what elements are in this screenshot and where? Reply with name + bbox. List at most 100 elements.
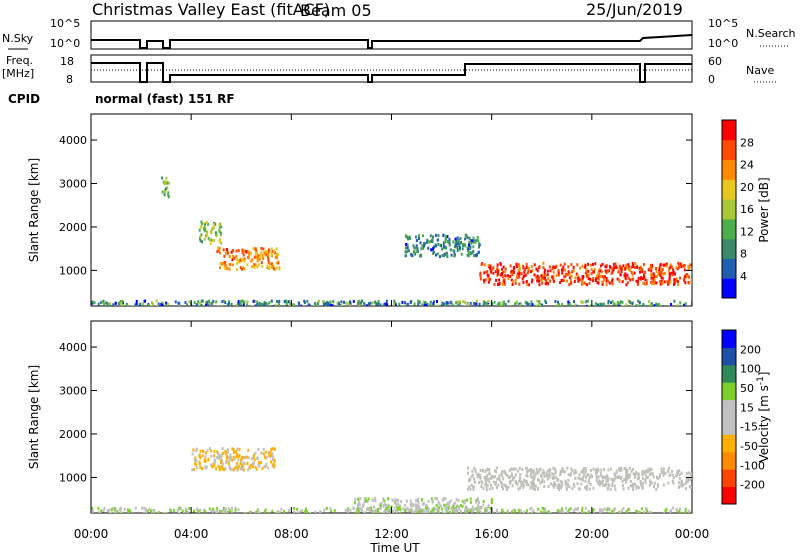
power-cell bbox=[630, 304, 633, 306]
velocity-cell bbox=[449, 499, 452, 503]
velocity-cell bbox=[446, 507, 449, 511]
velocity-cell bbox=[218, 454, 221, 457]
velocity-cell bbox=[469, 509, 472, 513]
velocity-cell bbox=[641, 486, 644, 490]
velocity-cell bbox=[544, 507, 547, 511]
power-cell bbox=[556, 304, 559, 306]
velocity-cell bbox=[418, 505, 421, 509]
power-cell bbox=[135, 299, 138, 303]
velocity-cell bbox=[617, 476, 620, 479]
velocity-cell bbox=[645, 470, 648, 474]
velocity-cell bbox=[646, 468, 649, 472]
velocity-cell bbox=[561, 482, 564, 486]
power-cell bbox=[161, 176, 164, 180]
power-cell bbox=[340, 300, 343, 304]
power-cell bbox=[216, 250, 219, 254]
velocity-cell bbox=[607, 487, 609, 491]
velocity-cell bbox=[546, 511, 549, 513]
power-cell bbox=[649, 304, 652, 306]
power-cell bbox=[205, 220, 208, 224]
cpid-value: normal (fast) 151 RF bbox=[95, 92, 235, 106]
power-cell bbox=[497, 269, 500, 273]
velocity-cell bbox=[157, 512, 160, 513]
power-cell bbox=[616, 304, 619, 306]
velocity-cell bbox=[605, 483, 608, 487]
power-cell bbox=[204, 229, 207, 233]
velocity-cell bbox=[240, 460, 243, 463]
power-cell bbox=[174, 300, 177, 304]
velocity-cell bbox=[416, 512, 419, 513]
power-cell bbox=[639, 270, 641, 274]
velocity-cell bbox=[199, 456, 202, 460]
velocity-cell bbox=[148, 507, 151, 511]
velocity-cell bbox=[395, 503, 398, 507]
power-cell bbox=[496, 268, 498, 272]
power-cell bbox=[233, 256, 236, 260]
velocity-cell bbox=[474, 468, 477, 472]
power-cell bbox=[509, 264, 512, 268]
velocity-cell bbox=[486, 515, 488, 518]
power-cell bbox=[653, 278, 656, 281]
power-cell bbox=[515, 265, 518, 268]
velocity-cell bbox=[547, 473, 550, 477]
velocity-cell bbox=[236, 468, 239, 472]
power-cell bbox=[677, 283, 680, 287]
velocity-cell bbox=[143, 506, 146, 510]
velocity-cell bbox=[613, 484, 616, 488]
power-cell bbox=[270, 250, 273, 254]
power-cell bbox=[212, 223, 215, 227]
colorbar-tick-label: -50 bbox=[740, 440, 758, 453]
power-cell bbox=[285, 302, 288, 306]
power-cell bbox=[501, 305, 504, 306]
power-cell bbox=[262, 247, 265, 251]
power-cell bbox=[598, 271, 600, 275]
power-cell bbox=[641, 270, 644, 274]
power-cell bbox=[655, 303, 658, 306]
power-cell bbox=[422, 304, 425, 306]
velocity-cell bbox=[464, 499, 467, 503]
power-cell bbox=[477, 250, 480, 254]
velocity-cell bbox=[479, 517, 481, 520]
power-cell bbox=[587, 277, 590, 281]
power-cell bbox=[228, 267, 231, 271]
power-cell bbox=[493, 300, 496, 304]
velocity-cell bbox=[680, 471, 683, 475]
velocity-cell bbox=[518, 479, 521, 483]
power-cell bbox=[227, 251, 229, 255]
power-cell bbox=[560, 279, 563, 283]
velocity-cell bbox=[207, 458, 210, 462]
power-cell bbox=[105, 301, 108, 305]
power-cell bbox=[135, 302, 138, 306]
power-cell bbox=[261, 264, 264, 268]
power-cell bbox=[647, 300, 650, 304]
velocity-cell bbox=[477, 516, 479, 519]
power-cell bbox=[443, 245, 446, 249]
power-cell bbox=[493, 282, 496, 286]
power-cell bbox=[577, 279, 580, 283]
power-cell bbox=[357, 302, 360, 305]
power-cell bbox=[151, 301, 153, 305]
velocity-cell bbox=[237, 458, 240, 462]
power-cell bbox=[599, 302, 602, 306]
velocity-cell bbox=[535, 467, 538, 471]
velocity-cell bbox=[201, 454, 204, 458]
power-cell bbox=[406, 243, 409, 247]
velocity-cell bbox=[569, 507, 572, 511]
velocity-cell bbox=[220, 461, 222, 465]
velocity-cell bbox=[191, 468, 194, 472]
velocity-cell bbox=[143, 511, 145, 513]
velocity-cell bbox=[669, 509, 672, 513]
velocity-cell bbox=[417, 504, 420, 508]
velocity-cell bbox=[129, 509, 132, 513]
power-cell bbox=[617, 301, 620, 305]
x-tick-label: 20:00 bbox=[575, 527, 610, 541]
velocity-cell bbox=[151, 512, 154, 513]
power-cell bbox=[210, 229, 213, 233]
velocity-cell bbox=[247, 468, 250, 472]
velocity-cell bbox=[629, 484, 632, 488]
power-cell bbox=[278, 267, 281, 271]
power-cell bbox=[413, 250, 416, 254]
velocity-cell bbox=[691, 472, 692, 476]
power-cell bbox=[259, 253, 262, 257]
